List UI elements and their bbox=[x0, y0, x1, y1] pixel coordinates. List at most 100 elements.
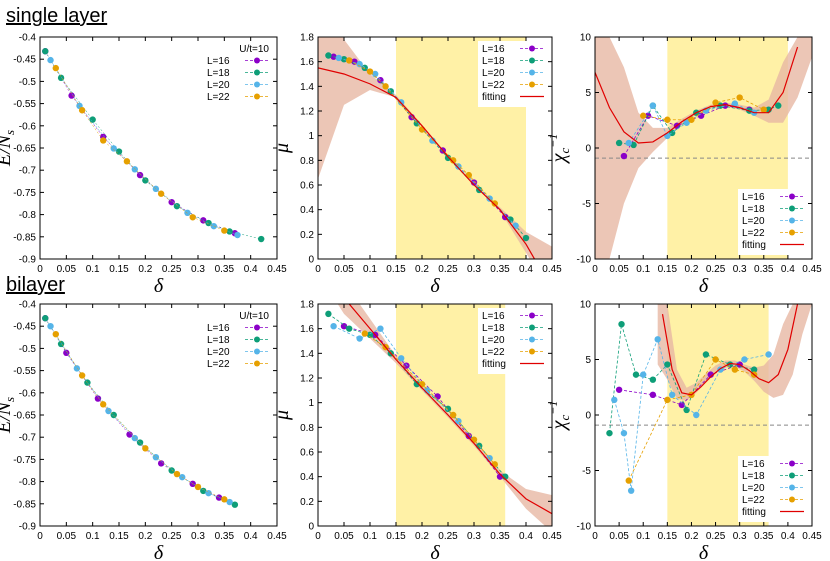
data-point bbox=[707, 371, 714, 378]
data-point bbox=[465, 432, 472, 440]
legend-label: L=22 bbox=[742, 228, 765, 239]
series-line bbox=[50, 59, 238, 236]
data-point bbox=[693, 411, 700, 419]
data-point bbox=[615, 386, 623, 393]
x-tick-label: 0.15 bbox=[658, 531, 678, 542]
data-point bbox=[649, 391, 657, 399]
legend-label: L=16 bbox=[742, 192, 765, 203]
y-axis-label: χc−1 bbox=[546, 134, 572, 165]
x-tick-label: 0.25 bbox=[438, 264, 458, 275]
legend-box bbox=[203, 308, 273, 374]
data-point bbox=[403, 362, 410, 369]
data-point bbox=[189, 214, 196, 221]
x-tick-label: 0.45 bbox=[542, 264, 562, 275]
data-point bbox=[346, 57, 353, 64]
x-tick-label: 0.15 bbox=[109, 264, 129, 275]
data-point bbox=[63, 349, 70, 357]
y-tick-label: -0.55 bbox=[13, 99, 36, 110]
legend-marker bbox=[529, 348, 535, 355]
y-tick-label: 5 bbox=[585, 88, 591, 99]
data-point bbox=[136, 171, 144, 179]
y-tick-label: 1.6 bbox=[300, 57, 314, 68]
chart-bilayer-mu: 0 0.05 0.1 0.15 0.2 0.25 0.3 0.35 0.4 0.45 0 0.2 0.4… bbox=[271, 300, 562, 561]
confidence-band bbox=[337, 304, 552, 526]
legend-label: fitting bbox=[482, 359, 506, 370]
legend-title: U/t=10 bbox=[239, 311, 269, 322]
data-point bbox=[366, 68, 374, 75]
x-tick-label: 0.3 bbox=[733, 264, 747, 275]
data-point bbox=[491, 461, 498, 468]
legend-label: L=20 bbox=[742, 216, 765, 227]
series-line bbox=[364, 333, 496, 465]
data-point bbox=[157, 460, 165, 467]
x-tick-label: 0.45 bbox=[542, 531, 562, 542]
data-point bbox=[205, 219, 212, 227]
y-tick-label: -5 bbox=[582, 199, 591, 210]
x-tick-label: 0.05 bbox=[609, 531, 629, 542]
y-tick-label: 1.4 bbox=[300, 82, 314, 93]
y-tick-label: 1.8 bbox=[300, 300, 314, 311]
data-point bbox=[340, 323, 348, 330]
legend-label: L=20 bbox=[207, 347, 230, 358]
x-tick-label: 0.05 bbox=[609, 264, 629, 275]
data-point bbox=[702, 351, 710, 358]
x-tick-label: 0 bbox=[37, 531, 43, 542]
x-tick-label: 0.1 bbox=[636, 531, 650, 542]
legend-marker bbox=[254, 360, 260, 367]
x-tick-label: 0.25 bbox=[162, 531, 182, 542]
legend-marker bbox=[529, 81, 535, 88]
x-tick-label: 0.05 bbox=[334, 531, 354, 542]
x-tick-label: 0.45 bbox=[267, 531, 287, 542]
y-tick-label: 1 bbox=[308, 131, 314, 142]
data-point bbox=[47, 323, 54, 330]
x-axis-label: δ bbox=[154, 542, 164, 561]
y-tick-label: 0 bbox=[308, 522, 314, 533]
data-point bbox=[450, 411, 457, 419]
data-point bbox=[470, 436, 478, 443]
legend-label: L=22 bbox=[742, 495, 765, 506]
legend-marker bbox=[789, 484, 795, 491]
chart-bilayer-energy: 0 0.05 0.1 0.15 0.2 0.25 0.3 0.35 0.4 0.45 -0.9 -0.… bbox=[0, 300, 287, 561]
x-axis-label: δ bbox=[430, 275, 440, 297]
y-tick-label: 1.2 bbox=[300, 374, 314, 385]
fit-line bbox=[595, 46, 799, 144]
data-point bbox=[418, 126, 426, 133]
data-point bbox=[649, 376, 657, 383]
data-point bbox=[57, 340, 65, 348]
data-point bbox=[57, 74, 65, 82]
series-line bbox=[613, 338, 769, 491]
x-tick-label: 0.3 bbox=[733, 531, 747, 542]
y-tick-label: -0.65 bbox=[13, 411, 36, 422]
fit-line bbox=[318, 67, 536, 259]
chart-single-chi: 0 0.05 0.1 0.15 0.2 0.25 0.3 0.35 0.4 0.45 -10 -5 0 5… bbox=[546, 33, 822, 298]
y-tick-label: 1.8 bbox=[300, 33, 314, 44]
data-point bbox=[683, 406, 690, 414]
data-point bbox=[664, 396, 671, 404]
data-point bbox=[200, 487, 207, 495]
row-title-bilayer: bilayer bbox=[6, 274, 65, 296]
data-point bbox=[615, 139, 623, 147]
legend-marker bbox=[254, 348, 260, 355]
x-tick-label: 0.35 bbox=[490, 531, 510, 542]
y-tick-label: 0.4 bbox=[300, 205, 314, 216]
data-point bbox=[649, 102, 657, 109]
y-tick-label: -0.9 bbox=[19, 522, 37, 533]
data-point bbox=[444, 405, 452, 413]
x-axis-label: δ bbox=[154, 275, 164, 297]
y-axis-label: μ bbox=[271, 143, 293, 154]
confidence-band bbox=[657, 304, 812, 401]
legend-marker bbox=[529, 336, 535, 343]
legend-marker bbox=[789, 205, 795, 212]
legend-label: L=18 bbox=[207, 335, 230, 346]
data-point bbox=[142, 445, 149, 452]
row-title-single: single layer bbox=[6, 5, 108, 27]
series-line bbox=[628, 358, 755, 481]
data-point bbox=[418, 380, 426, 388]
data-point bbox=[654, 336, 661, 343]
legend-marker bbox=[789, 496, 795, 503]
data-point bbox=[205, 489, 212, 497]
y-tick-label: -0.6 bbox=[19, 121, 37, 132]
plot-area bbox=[42, 315, 239, 508]
